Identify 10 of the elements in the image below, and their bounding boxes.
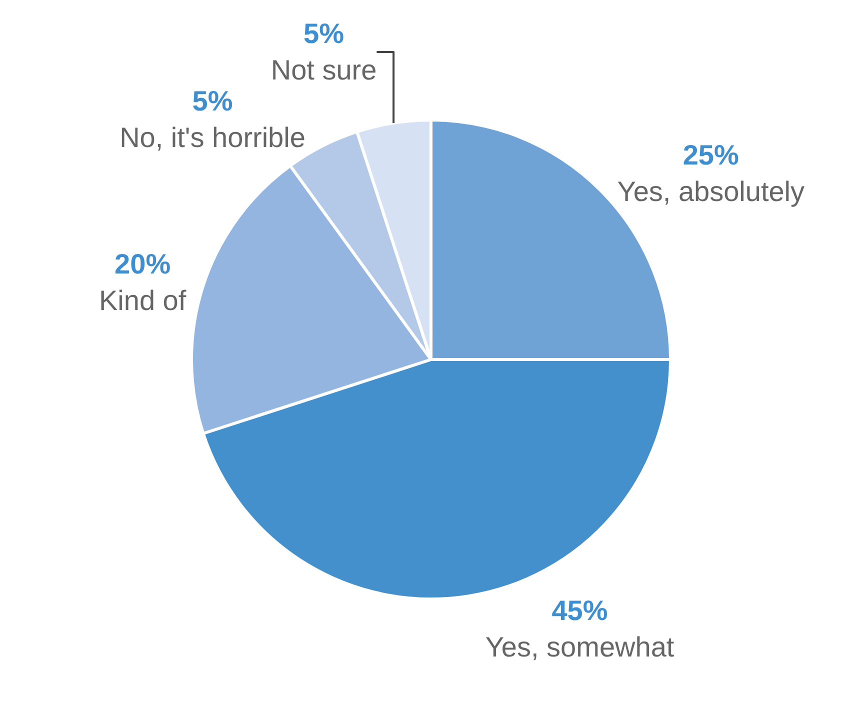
slice-label: Yes, somewhat: [485, 632, 674, 663]
data-label: 5%: [192, 86, 233, 117]
slice-label: No, it's horrible: [120, 122, 306, 154]
data-label: 25%: [682, 140, 739, 171]
data-label: 20%: [114, 248, 171, 280]
slice-label: Yes, absolutely: [617, 176, 805, 207]
slice-label: Kind of: [98, 284, 186, 316]
slice-label: Not sure: [270, 54, 377, 86]
data-label: 5%: [304, 18, 344, 50]
data-label: 45%: [552, 595, 608, 626]
